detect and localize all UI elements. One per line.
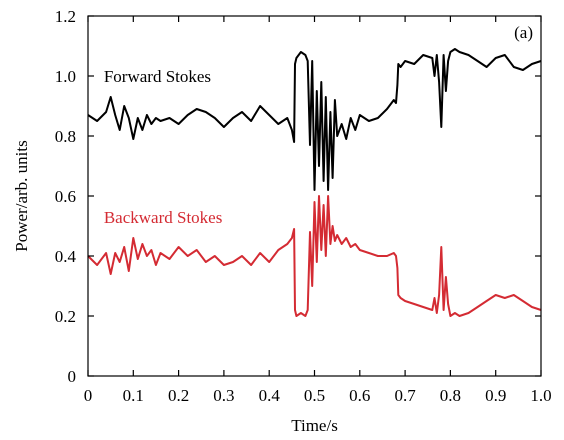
y-axis-title: Power/arb. units <box>12 140 31 251</box>
x-tick-label: 0.4 <box>259 386 281 405</box>
labels-layer: Forward Stokes Backward Stokes Time/s Power… <box>12 23 533 435</box>
y-tick-label: 0.6 <box>55 187 76 206</box>
x-tick-label: 0.9 <box>485 386 506 405</box>
x-tick-label: 0.1 <box>123 386 144 405</box>
y-tick-label: 1.2 <box>55 7 76 26</box>
x-tick-label: 0.8 <box>440 386 461 405</box>
y-tick-label: 0.4 <box>55 247 77 266</box>
series-line-backward-stokes <box>87 195 542 317</box>
y-tick-label: 1.0 <box>55 67 76 86</box>
y-tick-label: 0.2 <box>55 307 76 326</box>
x-tick-label: 0.7 <box>394 386 416 405</box>
x-axis-title: Time/s <box>291 416 338 435</box>
series-label-backward-stokes: Backward Stokes <box>104 208 223 227</box>
panel-label: (a) <box>514 23 533 42</box>
series-label-forward-stokes: Forward Stokes <box>104 67 211 86</box>
axes-layer: 0 0.1 0.2 0.3 0.4 0.5 0.6 0.7 0.8 0.9 1.0 0 0.2 0.4 0.… <box>55 7 552 405</box>
series-layer <box>87 48 542 317</box>
y-tick-label: 0 <box>68 367 77 386</box>
x-tick-label: 0.5 <box>304 386 325 405</box>
x-tick-label: 1.0 <box>530 386 551 405</box>
series-line-forward-stokes <box>87 48 542 191</box>
x-tick-label: 0.2 <box>168 386 189 405</box>
x-tick-label: 0.3 <box>213 386 234 405</box>
x-tick-label: 0.6 <box>349 386 370 405</box>
x-tick-label: 0 <box>84 386 93 405</box>
y-tick-label: 0.8 <box>55 127 76 146</box>
